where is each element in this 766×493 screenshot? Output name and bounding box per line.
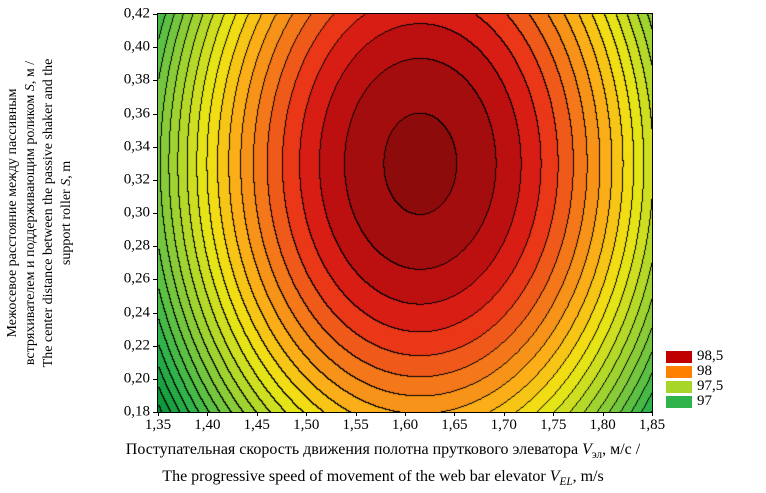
y-axis-label-part: S [23, 84, 38, 92]
plot-area [157, 13, 653, 413]
y-tick-label: 0,22 [123, 337, 150, 354]
y-tick-label: 0,26 [123, 270, 150, 287]
y-tick-label: 0,30 [123, 204, 150, 221]
y-tick-label: 0,42 [123, 5, 150, 22]
y-tick-mark [153, 378, 157, 380]
y-tick-label: 0,40 [123, 38, 150, 55]
x-axis-label-part: эл [591, 449, 603, 462]
x-tick-mark [405, 412, 406, 416]
contour-plot-canvas [158, 14, 652, 412]
legend-item: 97,5 [666, 378, 724, 394]
y-axis-label-part: support roller [59, 185, 74, 266]
legend: 98,5 98 97,5 97 [666, 348, 724, 410]
y-tick-mark [153, 14, 157, 15]
y-axis-label-part: , м / [23, 60, 38, 85]
legend-label: 98 [697, 363, 712, 379]
legend-item: 98,5 [666, 348, 724, 364]
x-tick-label: 1,35 [144, 417, 172, 433]
x-tick-mark [306, 412, 308, 416]
y-tick-label: 0,32 [123, 171, 150, 188]
x-axis-label-part: The progressive speed of movement of the… [162, 468, 550, 486]
y-tick-mark [153, 179, 157, 181]
y-tick-mark [153, 80, 157, 82]
y-axis-label-line: Межосевое расстояние между пассивным [4, 14, 22, 412]
y-tick-mark [153, 146, 157, 148]
x-tick-mark [454, 412, 456, 416]
x-tick-mark [602, 412, 604, 416]
x-tick-mark [503, 412, 505, 416]
legend-swatch [666, 380, 692, 393]
x-tick-label: 1,45 [243, 417, 270, 433]
y-tick-label: 0,20 [123, 370, 150, 387]
x-axis-label-part: V [549, 468, 560, 486]
x-axis-label-line: Поступательная скорость движения полотна… [20, 439, 746, 466]
x-axis-label-part: Поступательная скорость движения полотна… [125, 441, 583, 458]
x-axis-label-part: EL [559, 476, 573, 489]
legend-label: 97 [697, 393, 712, 409]
x-axis-label-part: , m/s [572, 468, 604, 486]
y-tick-label: 0,38 [123, 71, 150, 88]
x-tick-mark [256, 412, 258, 416]
x-tick-label: 1,60 [391, 417, 419, 433]
y-tick-label: 0,28 [123, 237, 150, 254]
y-axis-label-part: встряхивателем и поддерживающим роликом [23, 91, 38, 366]
y-axis-label-line: встряхивателем и поддерживающим роликом … [22, 14, 40, 412]
y-tick-mark [153, 279, 157, 281]
x-axis-label-line: The progressive speed of movement of the… [20, 466, 746, 493]
x-tick-mark [553, 412, 555, 416]
y-tick-mark [153, 47, 157, 49]
y-tick-mark [153, 213, 157, 214]
y-axis-label-part: The center distance between the passive … [41, 58, 56, 368]
legend-item: 97 [666, 393, 723, 409]
x-tick-label: 1,85 [638, 417, 666, 433]
x-tick-label: 1,55 [342, 417, 369, 433]
x-tick-mark [355, 412, 357, 416]
x-tick-label: 1,50 [293, 417, 320, 433]
y-tick-mark [153, 312, 157, 314]
y-tick-mark [153, 246, 157, 248]
x-tick-label: 1,80 [589, 417, 616, 433]
legend-label: 97,5 [697, 378, 724, 394]
y-tick-mark [153, 412, 157, 413]
y-tick-mark [153, 113, 157, 115]
legend-swatch [666, 395, 692, 408]
x-tick-label: 1,75 [540, 417, 567, 433]
x-tick-label: 1,65 [441, 417, 468, 433]
y-axis-label-line: The center distance between the passive … [40, 14, 58, 412]
y-tick-label: 0,36 [123, 105, 150, 121]
x-tick-mark [158, 412, 159, 416]
legend-swatch [666, 350, 692, 363]
y-axis-label: Межосевое расстояние между пассивным встр… [4, 14, 80, 412]
y-tick-mark [153, 345, 157, 347]
x-axis-label: Поступательная скорость движения полотна… [20, 439, 746, 493]
x-axis-label-part: , м/с / [602, 441, 641, 458]
x-tick-label: 1,70 [490, 417, 517, 433]
legend-item: 98 [666, 363, 723, 379]
y-axis-label-line: support roller S, m [58, 14, 76, 412]
y-tick-label: 0,18 [123, 403, 150, 420]
y-tick-label: 0,34 [123, 138, 150, 155]
y-axis-label-part: , m [59, 160, 74, 179]
y-axis-label-part: Межосевое расстояние между пассивным [5, 88, 20, 338]
x-axis-label-part: V [582, 441, 592, 458]
legend-label: 98,5 [697, 348, 724, 364]
y-tick-label: 0,24 [123, 304, 150, 320]
x-tick-label: 1,40 [194, 417, 221, 433]
x-tick-mark [652, 412, 653, 416]
x-tick-mark [207, 412, 209, 416]
y-axis-label-part: S [59, 178, 74, 186]
legend-swatch [666, 365, 692, 378]
